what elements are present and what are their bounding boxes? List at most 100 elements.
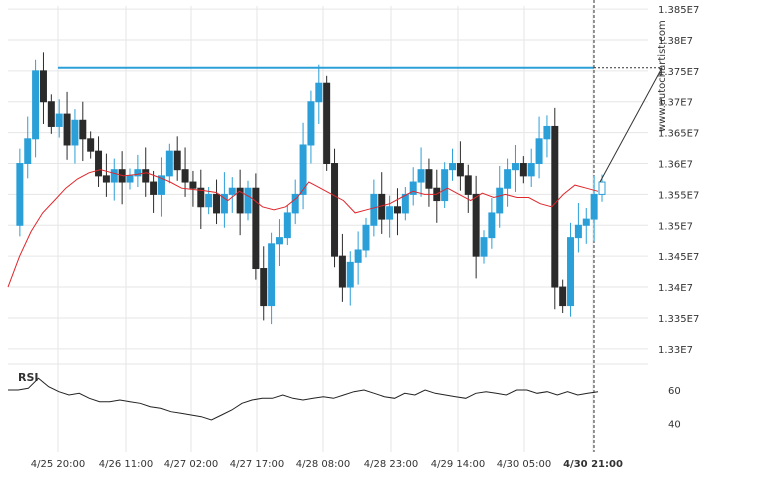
candle-body [504,169,512,189]
y-tick-label: 1.33E7 [658,345,693,356]
y-tick-label: 1.36E7 [658,160,693,171]
candle-body [346,261,354,288]
y-tick-label: 1.37E7 [658,98,693,109]
candle-body [32,70,40,140]
candle-body [228,187,236,195]
candle-body [417,169,425,183]
candle-body [598,181,606,195]
candle-body [79,119,87,140]
y-tick-label: 1.34E7 [658,283,693,294]
candle-body [87,138,95,152]
candle-body [63,113,71,146]
candle-body [370,193,378,226]
y-tick-label: 1.365E7 [658,129,699,140]
candle-body [150,181,158,195]
candle-body [425,169,433,189]
candle-body [331,163,339,257]
candle-body [55,113,63,127]
candle-body [47,101,55,127]
projection-line [599,67,663,183]
candle-body [449,163,457,171]
candle-body [205,193,213,208]
candle-body [252,187,260,270]
candle-body [24,138,32,165]
rsi-label: RSI [18,371,39,384]
candle-body [496,187,504,214]
candle-body [39,70,47,103]
candle-body [315,82,323,103]
candle-body [441,169,449,202]
candle-body [480,237,488,257]
candle-body [409,181,417,195]
candle-body [354,249,362,263]
candle-body [95,150,103,177]
candle-body [559,286,567,307]
x-tick-label: 4/27 17:00 [230,459,284,470]
candle-body [362,224,370,251]
candle-body [260,268,268,307]
y-tick-label: 1.335E7 [658,314,699,325]
x-tick-label: 4/29 14:00 [431,459,485,470]
candle-body [213,193,221,214]
x-tick-label: 4/26 11:00 [99,459,153,470]
candle-body [393,206,401,214]
x-tick-label: 4/28 23:00 [364,459,418,470]
x-tick-label: 4/25 20:00 [31,459,85,470]
candle-body [268,243,276,307]
candle-body [582,218,590,226]
candle-body [71,119,79,146]
candle-body [16,163,24,226]
candle-body [102,175,110,183]
y-tick-label: 1.345E7 [658,252,699,263]
candle-body [401,193,409,214]
y-tick-label: 1.38E7 [658,36,693,47]
candle-body [464,175,472,195]
candle-body [157,175,165,195]
y-tick-label: 1.35E7 [658,221,693,232]
candle-body [299,144,307,195]
candle-body [134,169,142,177]
candle-body [543,125,551,140]
y-tick-label: 1.375E7 [658,67,699,78]
candle-body [220,193,228,214]
x-tick-label: 4/28 08:00 [296,459,350,470]
candle-body [567,237,575,307]
candle-body [236,187,244,214]
candle-body [456,163,464,177]
candle-body [291,193,299,214]
candle-body [535,138,543,165]
candle-body [142,169,150,183]
candle-body [386,206,394,220]
x-tick-label: 4/30 05:00 [497,459,551,470]
rsi-line [8,377,599,421]
candle-body [307,101,315,146]
candle-body [283,212,291,239]
candle-body [165,150,173,177]
y-tick-label: 1.355E7 [658,190,699,201]
candle-body [244,187,252,214]
candle-body [551,125,559,288]
candle-body [338,255,346,288]
rsi-tick-label: 60 [668,386,681,397]
candle-body [189,181,197,189]
watermark-text: www.autochartist.com [657,20,668,132]
candle-body [574,224,582,239]
candle-body [511,163,519,171]
candle-body [173,150,181,171]
candle-body [275,237,283,245]
candle-body [110,169,118,183]
y-tick-label: 1.385E7 [658,5,699,16]
candle-body [590,193,598,220]
candle-body [126,175,134,183]
moving-average-line [7,169,599,288]
candle-body [527,163,535,177]
candle-body [519,163,527,177]
candle-body [323,82,331,165]
x-tick-label: 4/27 02:00 [164,459,218,470]
candle-body [488,212,496,239]
x-tick-label: 4/30 21:00 [563,459,623,470]
candle-body [472,193,480,257]
rsi-tick-label: 40 [668,419,681,430]
